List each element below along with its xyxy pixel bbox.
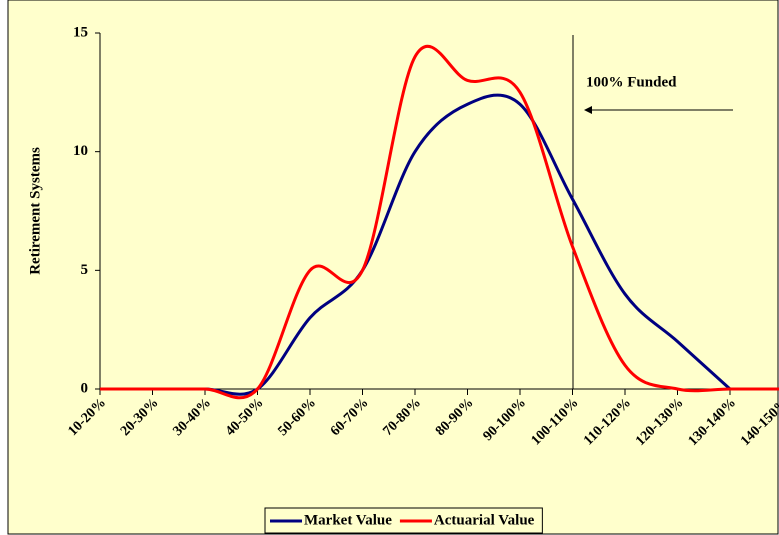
legend-label: Market Value <box>304 512 392 528</box>
y-tick-label: 15 <box>73 24 88 40</box>
chart-background <box>7 0 779 535</box>
arrow-head <box>584 106 592 114</box>
y-tick-label: 0 <box>81 380 89 396</box>
legend-label: Actuarial Value <box>434 512 535 528</box>
y-tick-label: 10 <box>73 143 88 159</box>
y-axis-label: Retirement Systems <box>27 147 43 275</box>
y-tick-label: 5 <box>81 262 89 278</box>
series-line <box>100 44 779 400</box>
annotation: 100% Funded <box>586 74 677 90</box>
